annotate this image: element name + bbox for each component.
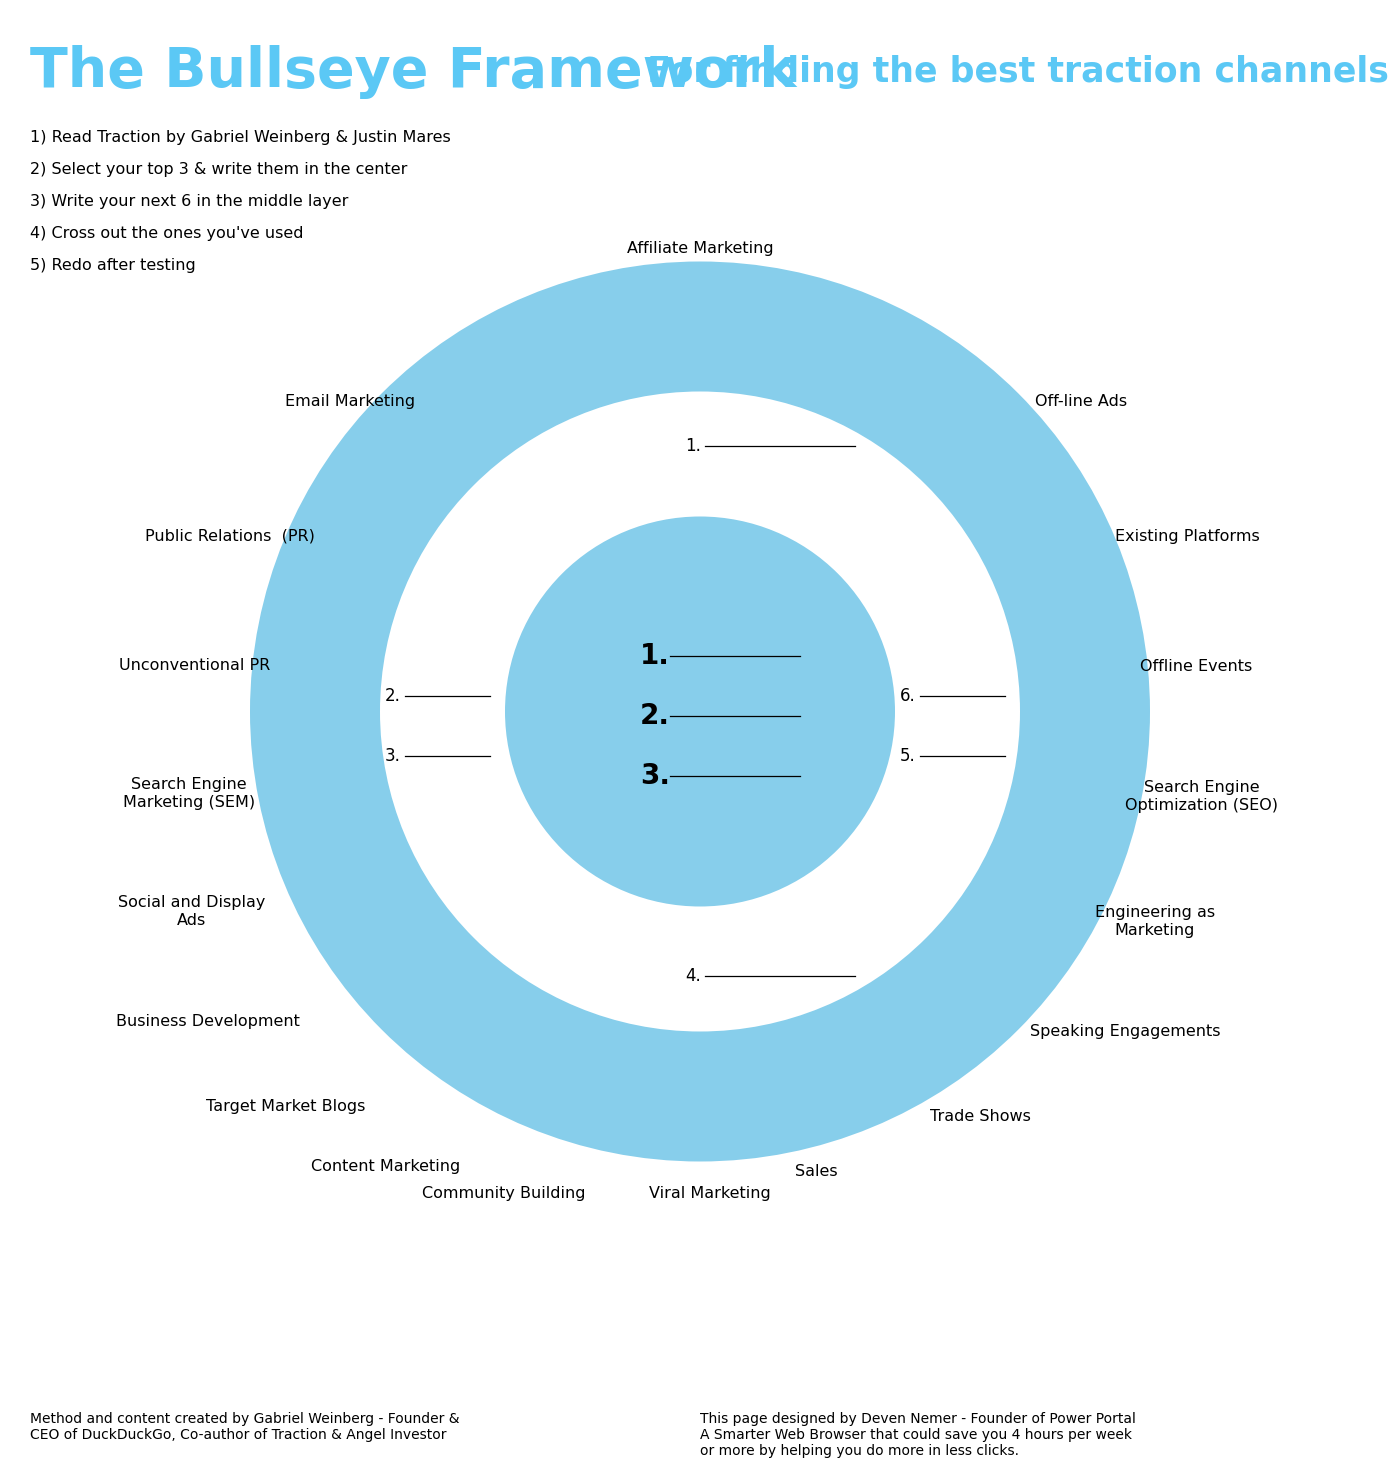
Text: 3.: 3. [385,748,400,766]
Text: 5.: 5. [900,748,916,766]
Text: Existing Platforms: Existing Platforms [1114,530,1260,544]
Text: 1) Read Traction by Gabriel Weinberg & Justin Mares: 1) Read Traction by Gabriel Weinberg & J… [29,131,451,145]
Text: Speaking Engagements: Speaking Engagements [1030,1024,1221,1039]
Text: 2.: 2. [640,703,671,731]
Text: 4) Cross out the ones you've used: 4) Cross out the ones you've used [29,226,304,241]
Text: 2) Select your top 3 & write them in the center: 2) Select your top 3 & write them in the… [29,161,407,178]
Text: Public Relations  (PR): Public Relations (PR) [146,530,315,544]
Text: 1.: 1. [640,643,669,670]
Text: Search Engine
Marketing (SEM): Search Engine Marketing (SEM) [123,778,255,810]
Text: Community Building: Community Building [421,1187,585,1201]
Text: Email Marketing: Email Marketing [284,395,414,409]
Text: 2.: 2. [385,688,400,706]
Text: Trade Shows: Trade Shows [930,1109,1030,1124]
Text: Target Market Blogs: Target Market Blogs [206,1099,365,1113]
Text: Off-line Ads: Off-line Ads [1035,395,1127,409]
Circle shape [379,392,1021,1031]
Text: Search Engine
Optimization (SEO): Search Engine Optimization (SEO) [1126,780,1278,813]
Text: This page designed by Deven Nemer - Founder of Power Portal
A Smarter Web Browse: This page designed by Deven Nemer - Foun… [700,1413,1135,1458]
Circle shape [251,261,1149,1162]
Text: The Bullseye Framework: The Bullseye Framework [29,45,797,98]
Text: 5) Redo after testing: 5) Redo after testing [29,258,196,273]
Text: Unconventional PR: Unconventional PR [119,659,270,673]
Text: Offline Events: Offline Events [1140,659,1252,673]
Text: Affiliate Marketing: Affiliate Marketing [627,242,773,257]
Text: For finding the best traction channels: For finding the best traction channels [636,54,1389,89]
Text: Method and content created by Gabriel Weinberg - Founder &
CEO of DuckDuckGo, Co: Method and content created by Gabriel We… [29,1413,459,1442]
Text: 6.: 6. [900,688,916,706]
Text: Business Development: Business Development [116,1014,300,1028]
Text: Viral Marketing: Viral Marketing [650,1187,771,1201]
Text: 3) Write your next 6 in the middle layer: 3) Write your next 6 in the middle layer [29,194,349,208]
Text: 1.: 1. [685,437,701,455]
Circle shape [505,516,895,907]
Text: Sales: Sales [795,1163,837,1179]
Text: Engineering as
Marketing: Engineering as Marketing [1095,905,1215,937]
Text: Social and Display
Ads: Social and Display Ads [118,895,265,927]
Text: 4.: 4. [685,968,701,986]
Text: Content Marketing: Content Marketing [311,1159,461,1174]
Text: 3.: 3. [640,763,671,791]
